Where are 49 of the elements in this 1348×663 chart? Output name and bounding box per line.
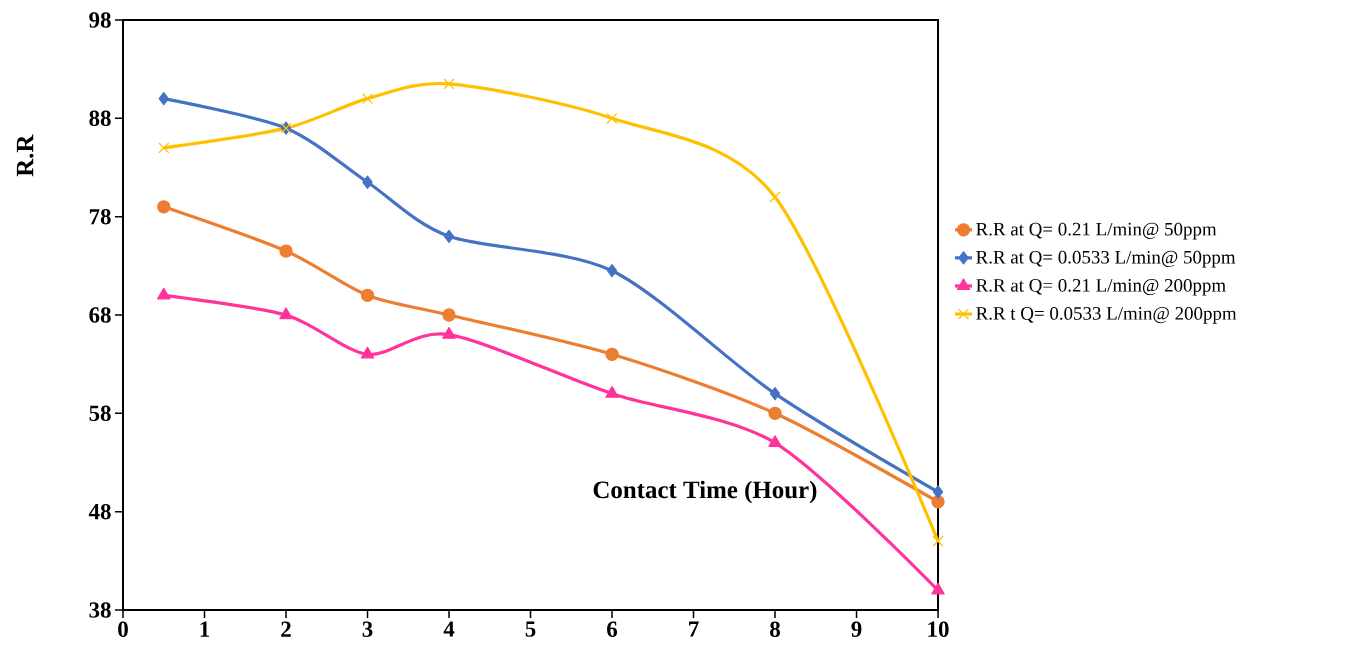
y-tick-label: 88 xyxy=(89,110,111,127)
legend-label: R.R at Q= 0.21 L/min@ 200ppm xyxy=(976,278,1226,296)
point xyxy=(768,435,782,447)
point xyxy=(605,386,619,398)
point xyxy=(361,93,374,105)
x-tick-label: 7 xyxy=(689,621,699,637)
point xyxy=(769,387,781,401)
x-axis-title: Contact Time (Hour) xyxy=(593,480,817,504)
x-tick-label: 8 xyxy=(770,621,780,637)
y-tick-label: 98 xyxy=(89,12,111,28)
point xyxy=(931,582,945,595)
x-tick-label: 10 xyxy=(928,621,949,637)
point xyxy=(932,535,944,547)
point xyxy=(442,327,456,339)
y-axis-title: R.R xyxy=(16,134,34,177)
x-tick-label: 9 xyxy=(851,621,862,637)
legend-label: R.R at Q= 0.21 L/min@ 50ppm xyxy=(976,222,1217,240)
y-tick-label: 48 xyxy=(88,503,111,520)
point xyxy=(279,244,293,258)
point xyxy=(606,112,618,124)
point xyxy=(360,346,375,359)
x-tick-label: 6 xyxy=(607,621,618,637)
point xyxy=(606,264,618,278)
y-tick-label: 78 xyxy=(89,208,111,225)
x-tick-label: 1 xyxy=(200,621,210,637)
point xyxy=(362,175,373,189)
point xyxy=(158,92,169,106)
legend-label: R.R t Q= 0.0533 L/min@ 200ppm xyxy=(976,306,1237,324)
x-tick-label: 4 xyxy=(443,621,455,637)
x-tick-label: 2 xyxy=(281,621,291,637)
x-tick-label: 5 xyxy=(525,621,536,637)
y-tick-label: 58 xyxy=(89,405,111,422)
point xyxy=(158,142,170,154)
point xyxy=(932,485,944,499)
point xyxy=(443,229,455,243)
point xyxy=(157,287,171,300)
point xyxy=(931,495,945,509)
point xyxy=(279,307,293,320)
y-tick-label: 38 xyxy=(89,602,111,618)
point xyxy=(157,200,171,214)
point xyxy=(605,347,619,361)
legend-label: R.R at Q= 0.0533 L/min@ 50ppm xyxy=(976,250,1236,268)
point xyxy=(768,406,782,420)
point xyxy=(442,308,456,322)
x-tick-label: 3 xyxy=(362,621,373,637)
point xyxy=(360,288,375,302)
y-tick-label: 68 xyxy=(89,307,111,323)
point xyxy=(443,78,455,90)
x-tick-label: 0 xyxy=(118,621,128,637)
